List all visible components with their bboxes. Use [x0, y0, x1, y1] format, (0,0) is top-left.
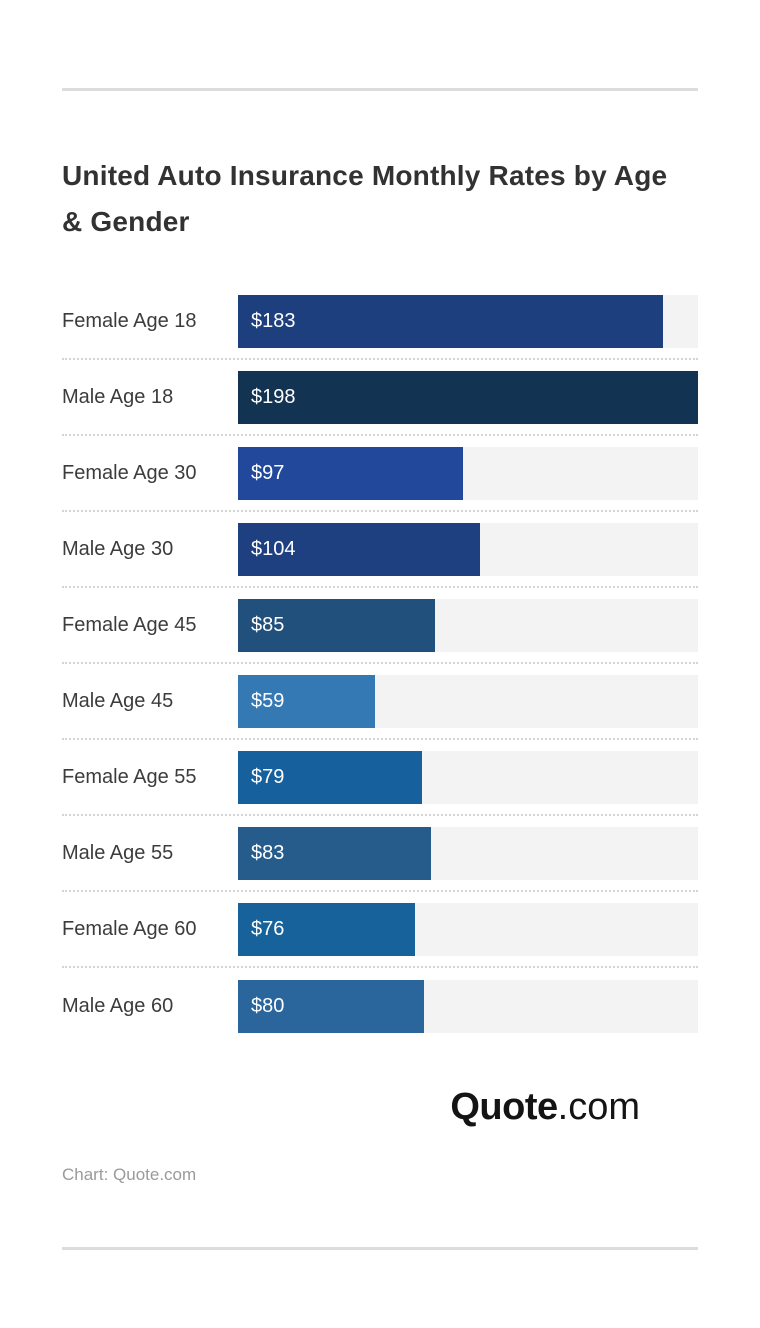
- quote-logo: Quote.com: [450, 1086, 640, 1129]
- chart-source-caption: Chart: Quote.com: [62, 1165, 197, 1184]
- chart-row: Male Age 45 $59: [62, 664, 698, 740]
- bar-track: $83: [238, 826, 698, 880]
- bar-track: $76: [238, 902, 698, 956]
- category-label: Male Age 55: [62, 841, 174, 864]
- value-label: $83: [251, 841, 285, 864]
- bar-track: $104: [238, 522, 698, 576]
- bar-track: $183: [238, 294, 698, 348]
- bar: $104: [238, 522, 480, 576]
- bar: $79: [238, 750, 422, 804]
- bar: $198: [238, 370, 698, 424]
- bar: $85: [238, 598, 436, 652]
- chart-title: United Auto Insurance Monthly Rates by A…: [62, 160, 668, 237]
- bar: $76: [238, 902, 415, 956]
- bar: $80: [238, 979, 424, 1033]
- bar-track: $97: [238, 446, 698, 500]
- category-label: Female Age 60: [62, 917, 197, 940]
- value-label: $97: [251, 461, 285, 484]
- value-label: $80: [251, 994, 285, 1017]
- chart-row: Male Age 55 $83: [62, 816, 698, 892]
- logo-bold-text: Quote: [450, 1086, 558, 1128]
- chart-row: Female Age 55 $79: [62, 740, 698, 816]
- bar-track: $198: [238, 370, 698, 424]
- bar-chart: Female Age 18 $183 Male Age 18 $198 Fema…: [62, 284, 698, 1044]
- category-label: Male Age 18: [62, 385, 174, 408]
- chart-row: Male Age 60 $80: [62, 968, 698, 1044]
- category-label: Female Age 55: [62, 765, 197, 788]
- bar-track: $85: [238, 598, 698, 652]
- chart-row: Female Age 60 $76: [62, 892, 698, 968]
- bar: $83: [238, 826, 431, 880]
- chart-row: Female Age 18 $183: [62, 284, 698, 360]
- value-label: $76: [251, 917, 285, 940]
- value-label: $183: [251, 309, 296, 332]
- category-label: Male Age 30: [62, 537, 174, 560]
- bar: $183: [238, 294, 664, 348]
- value-label: $104: [251, 537, 296, 560]
- chart-row: Female Age 30 $97: [62, 436, 698, 512]
- chart-row: Male Age 18 $198: [62, 360, 698, 436]
- logo-suffix-text: .com: [557, 1086, 640, 1128]
- chart-row: Female Age 45 $85: [62, 588, 698, 664]
- category-label: Female Age 18: [62, 309, 197, 332]
- bar-track: $79: [238, 750, 698, 804]
- top-divider: [62, 88, 698, 91]
- bar: $97: [238, 446, 464, 500]
- category-label: Male Age 45: [62, 689, 174, 712]
- bar-track: $59: [238, 674, 698, 728]
- bar: $59: [238, 674, 376, 728]
- category-label: Female Age 30: [62, 461, 197, 484]
- category-label: Male Age 60: [62, 994, 174, 1017]
- bar-track: $80: [238, 979, 698, 1033]
- value-label: $79: [251, 765, 285, 788]
- value-label: $198: [251, 385, 296, 408]
- chart-row: Male Age 30 $104: [62, 512, 698, 588]
- value-label: $85: [251, 613, 285, 636]
- category-label: Female Age 45: [62, 613, 197, 636]
- bottom-divider: [62, 1247, 698, 1250]
- value-label: $59: [251, 689, 285, 712]
